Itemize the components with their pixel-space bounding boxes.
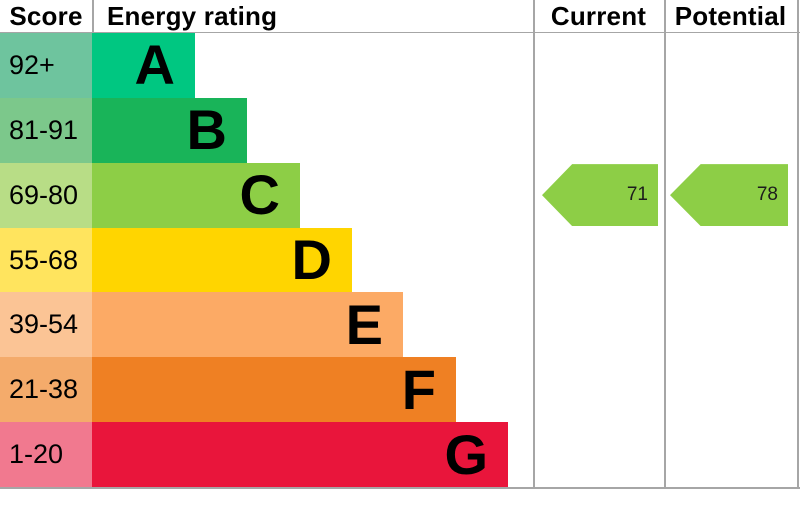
band-row: 39-54 E: [0, 292, 533, 358]
band-score-range: 21-38: [0, 357, 92, 423]
band-bar: A: [92, 33, 195, 98]
current-column-header: Current: [550, 0, 647, 31]
band-letter: D: [291, 228, 332, 291]
right-border-line: [797, 0, 799, 487]
band-score-range: 81-91: [0, 97, 92, 163]
band-row: 81-91 B: [0, 97, 533, 163]
band-score-range: 92+: [0, 33, 92, 98]
potential-rating-arrow: 78: [670, 164, 788, 227]
current-rating-arrow: 71: [542, 164, 658, 227]
potential-rating-value: 78: [756, 184, 778, 206]
current-rating-value: 71: [626, 184, 648, 206]
header-underline: [0, 31, 800, 33]
score-energy-divider-line: [92, 0, 94, 32]
energy-rating-column-header: Energy rating: [107, 0, 278, 31]
band-letter: F: [401, 357, 436, 421]
band-letter: G: [444, 422, 488, 486]
band-bar: D: [92, 227, 352, 293]
band-row: 55-68 D: [0, 227, 533, 293]
bottom-border-line: [0, 487, 800, 489]
band-row: 1-20 G: [0, 422, 533, 488]
band-row: 92+ A: [0, 33, 533, 98]
band-letter: C: [239, 163, 280, 227]
band-row: 21-38 F: [0, 357, 533, 423]
band-bar: F: [92, 357, 456, 423]
score-column-header: Score: [9, 0, 83, 31]
band-bar: G: [92, 422, 508, 488]
band-score-range: 39-54: [0, 292, 92, 358]
band-score-range: 55-68: [0, 227, 92, 293]
band-bar: B: [92, 97, 247, 163]
band-letter: B: [186, 98, 227, 162]
band-bar: E: [92, 292, 403, 358]
band-letter: E: [345, 292, 383, 356]
band-letter: A: [134, 33, 175, 97]
band-score-range: 69-80: [0, 162, 92, 228]
band-rows: 92+ A 81-91 B 69-80 C 55-68 D 39-54 E 21…: [0, 33, 533, 488]
potential-column-left-line: [664, 0, 666, 487]
band-row: 69-80 C: [0, 162, 533, 228]
potential-column-header: Potential: [674, 0, 787, 31]
band-score-range: 1-20: [0, 422, 92, 488]
current-column-left-line: [533, 0, 535, 487]
band-bar: C: [92, 162, 300, 228]
